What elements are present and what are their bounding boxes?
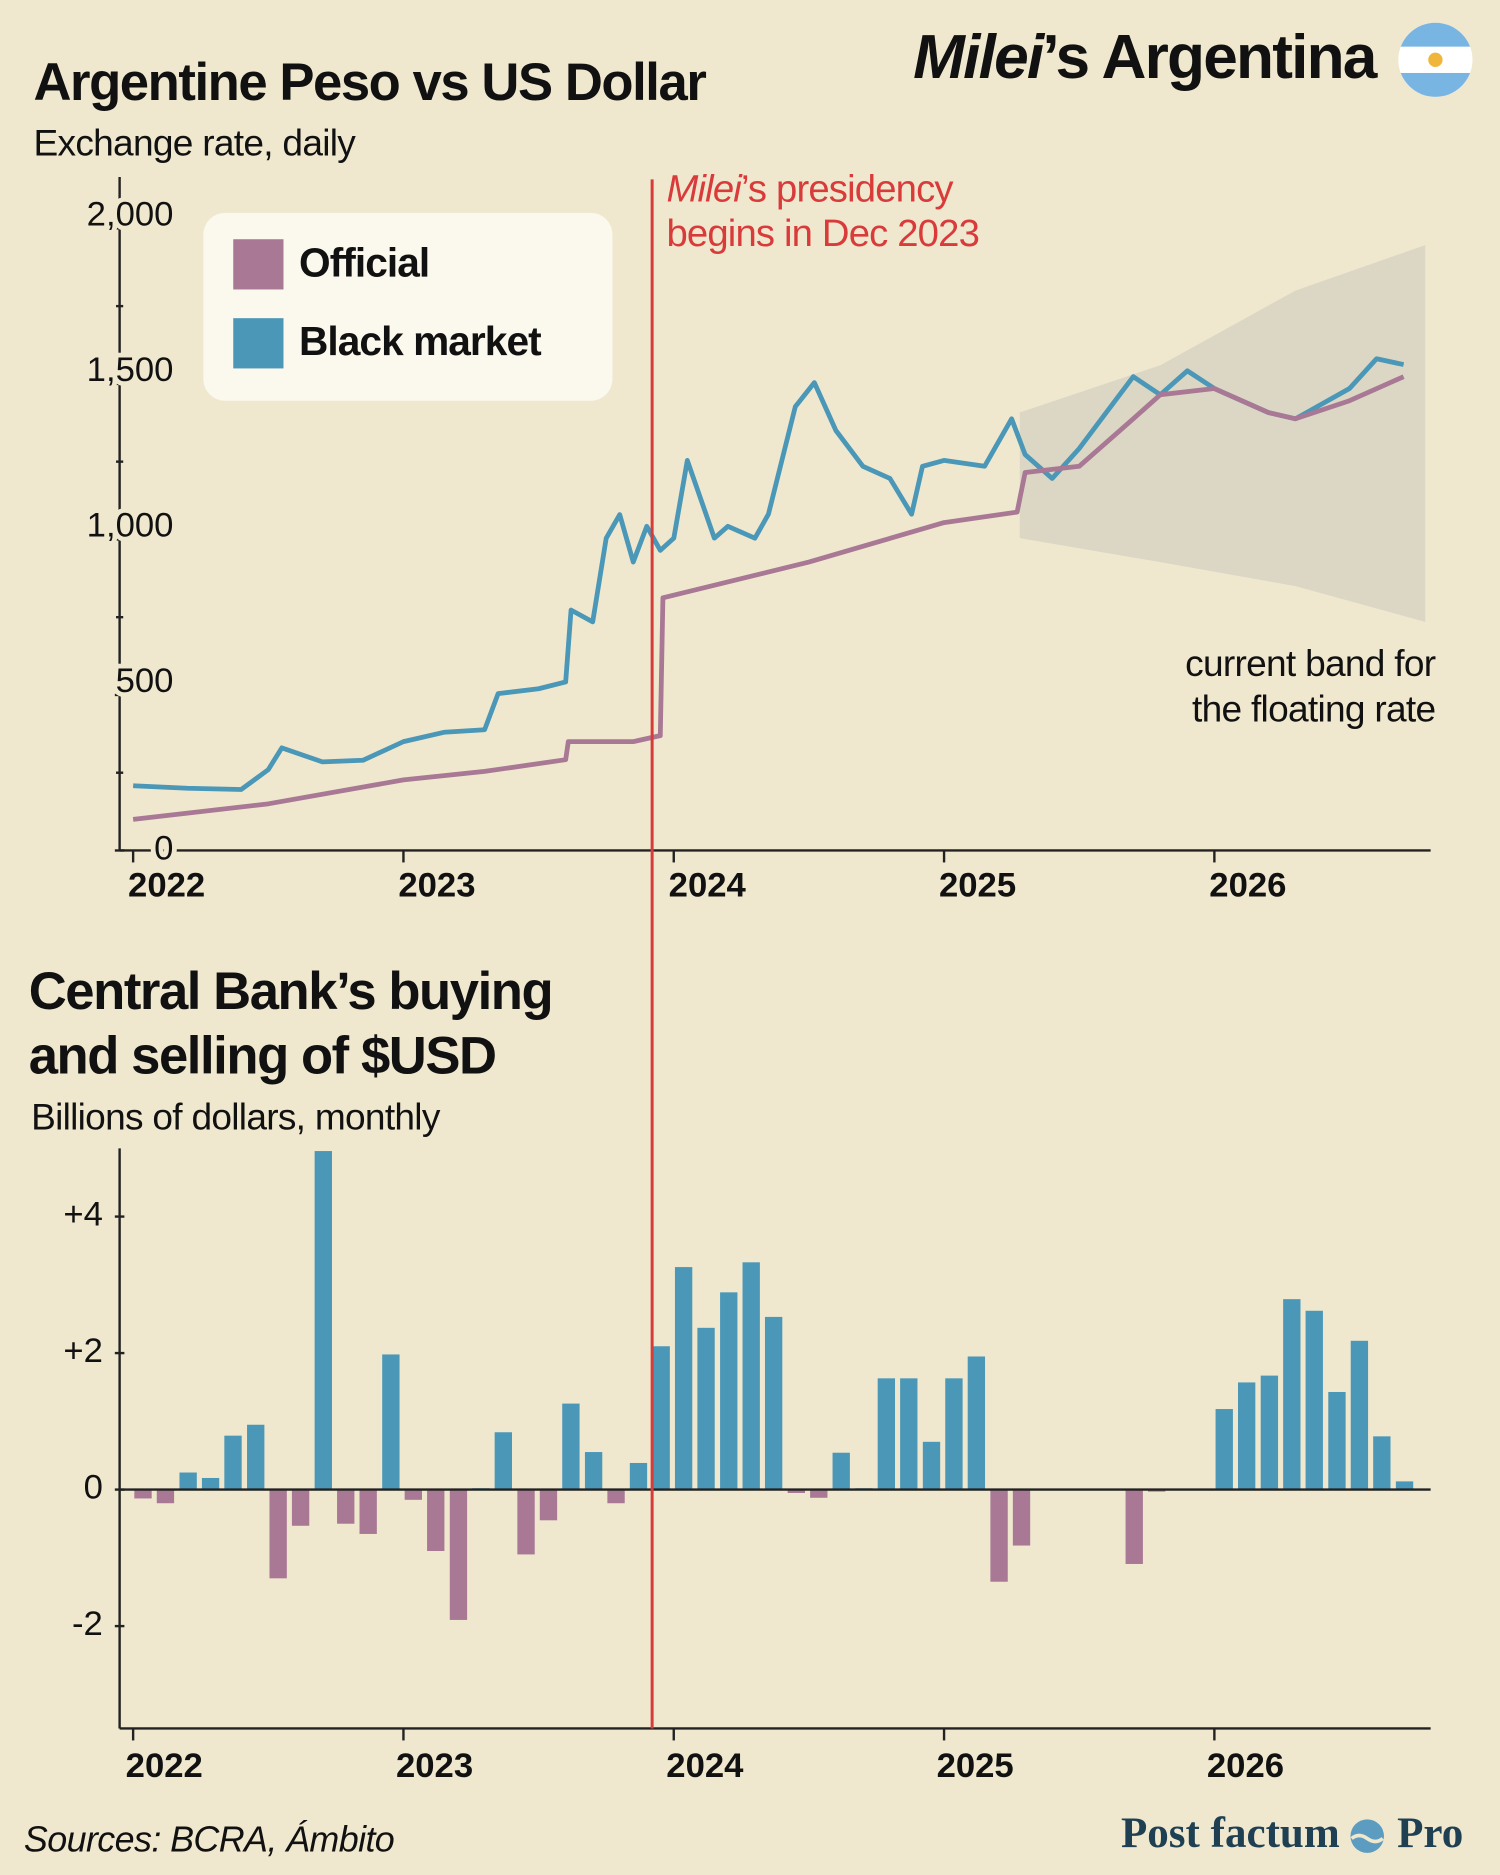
bar <box>967 1356 986 1490</box>
header: Milei’s Argentina <box>913 24 1378 93</box>
annotation-text: Milei’s presidency <box>666 167 954 210</box>
brand: Post factum <box>1121 1810 1340 1857</box>
band-area <box>1019 245 1426 622</box>
header-emphasis: Milei <box>913 24 1046 93</box>
bar <box>1305 1310 1323 1490</box>
y-tick-label: 2,000 <box>87 196 174 234</box>
bar <box>945 1378 963 1490</box>
brand-icon <box>1350 1819 1384 1853</box>
bar <box>134 1489 152 1499</box>
bar <box>179 1472 197 1490</box>
annotation-line1: ’s presidency <box>741 167 954 210</box>
source: Sources: BCRA, Ámbito <box>24 1820 394 1860</box>
x-tick-label: 2025 <box>937 1747 1014 1785</box>
x-tick-label: 2024 <box>666 1747 744 1785</box>
bar <box>224 1435 242 1490</box>
x-tick-label: 2025 <box>939 867 1016 905</box>
chart-title: and selling of $USD <box>29 1027 496 1086</box>
bar <box>990 1489 1008 1582</box>
bar <box>562 1403 580 1490</box>
bar <box>539 1489 558 1521</box>
chart-subtitle: Exchange rate, daily <box>33 122 356 164</box>
bar <box>1012 1489 1031 1546</box>
bar <box>1238 1382 1256 1490</box>
bar <box>337 1489 355 1524</box>
x-tick-label: 2026 <box>1207 1747 1284 1785</box>
annotation-text: begins in Dec 2023 <box>666 212 979 255</box>
chart-title: Argentine Peso vs US Dollar <box>33 53 706 112</box>
bar <box>1215 1409 1233 1490</box>
y-tick-label: 0 <box>84 1469 103 1507</box>
y-tick-label: 500 <box>116 662 174 700</box>
legend-swatch <box>233 318 284 369</box>
bar <box>1283 1299 1301 1490</box>
bar <box>427 1489 445 1552</box>
bar <box>156 1489 175 1504</box>
series-line <box>132 374 1405 822</box>
flag-icon <box>1398 22 1473 97</box>
annotation-emphasis: Milei <box>666 167 743 210</box>
y-tick-label: 1,000 <box>87 507 174 545</box>
band-label: current band for <box>1185 642 1436 684</box>
y-tick-label: 0 <box>154 830 173 868</box>
chart-subtitle: Billions of dollars, monthly <box>31 1095 441 1137</box>
bar <box>674 1267 693 1490</box>
bar <box>652 1346 670 1490</box>
bar <box>314 1151 332 1490</box>
y-tick-label: 1,500 <box>87 351 174 389</box>
bar <box>494 1432 512 1490</box>
x-tick-label: 2023 <box>398 867 475 905</box>
y-tick-label: -2 <box>72 1605 103 1643</box>
bar <box>1395 1481 1414 1490</box>
bar <box>810 1489 828 1498</box>
series-line <box>133 356 1405 792</box>
bar <box>629 1462 648 1490</box>
bar <box>877 1378 896 1490</box>
bar <box>291 1489 310 1526</box>
bar <box>517 1489 535 1555</box>
bar <box>382 1354 400 1490</box>
legend-label: Black market <box>299 318 542 364</box>
bar <box>742 1262 760 1490</box>
bar <box>584 1452 603 1490</box>
bar <box>1328 1391 1346 1490</box>
x-tick-label: 2024 <box>669 867 747 905</box>
x-tick-label: 2022 <box>126 1747 203 1785</box>
bar <box>607 1489 625 1504</box>
bar <box>764 1316 783 1490</box>
bar <box>269 1489 287 1579</box>
bar <box>1373 1436 1391 1490</box>
bar <box>1125 1489 1143 1564</box>
header-rest: ’s Argentina <box>1042 24 1377 93</box>
bar <box>1350 1340 1369 1490</box>
bar <box>787 1489 806 1493</box>
legend-label: Official <box>299 239 429 285</box>
bar <box>900 1378 918 1490</box>
bar <box>247 1424 265 1490</box>
bar <box>832 1452 850 1490</box>
brand-suffix: Pro <box>1397 1810 1463 1857</box>
bar <box>720 1292 738 1490</box>
bar <box>922 1441 941 1490</box>
chart-title: Central Bank’s buying <box>29 962 553 1021</box>
x-tick-label: 2023 <box>396 1747 473 1785</box>
bar <box>359 1489 377 1534</box>
y-tick-label: +4 <box>63 1196 103 1234</box>
band-label: the floating rate <box>1192 688 1435 730</box>
bar <box>697 1327 715 1490</box>
bar <box>1260 1375 1279 1490</box>
x-tick-label: 2022 <box>128 867 205 905</box>
bar <box>449 1489 468 1620</box>
x-tick-label: 2026 <box>1209 867 1286 905</box>
bar <box>404 1489 422 1500</box>
y-tick-label: +2 <box>63 1332 103 1370</box>
legend-box <box>203 212 613 401</box>
bar <box>201 1477 220 1490</box>
legend-swatch <box>233 239 284 290</box>
